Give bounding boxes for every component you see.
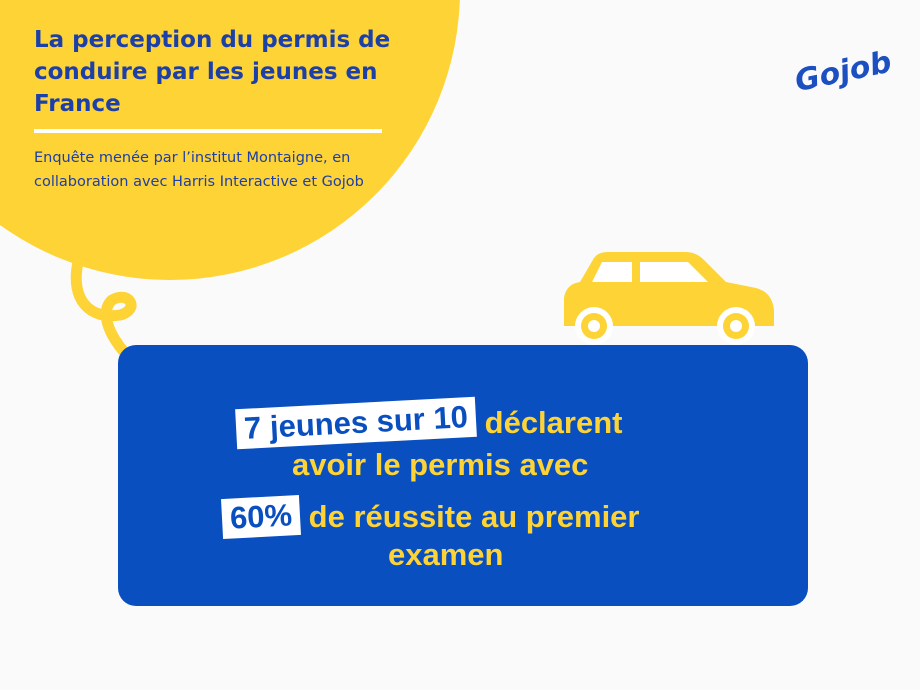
stat-text-3: de réussite au premier [308,499,640,534]
gojob-logo: Gojob [792,45,890,100]
subtitle: Enquête menée par l’institut Montaigne, … [34,150,364,190]
highlight-60-percent: 60% [221,494,302,540]
divider [34,129,382,133]
stat-panel: 7 jeunes sur 10 déclarent avoir le permi… [118,345,808,606]
car-icon [564,252,774,345]
page-title: La perception du permis de conduire par … [34,27,391,117]
stat-text-1: déclarent [484,405,623,440]
yellow-circle [0,0,460,280]
stat-text-4: examen [388,537,504,572]
highlight-7-sur-10: 7 jeunes sur 10 [235,396,477,450]
stat-text-2: avoir le permis avec [292,447,589,482]
svg-text:Gojob: Gojob [792,45,890,100]
